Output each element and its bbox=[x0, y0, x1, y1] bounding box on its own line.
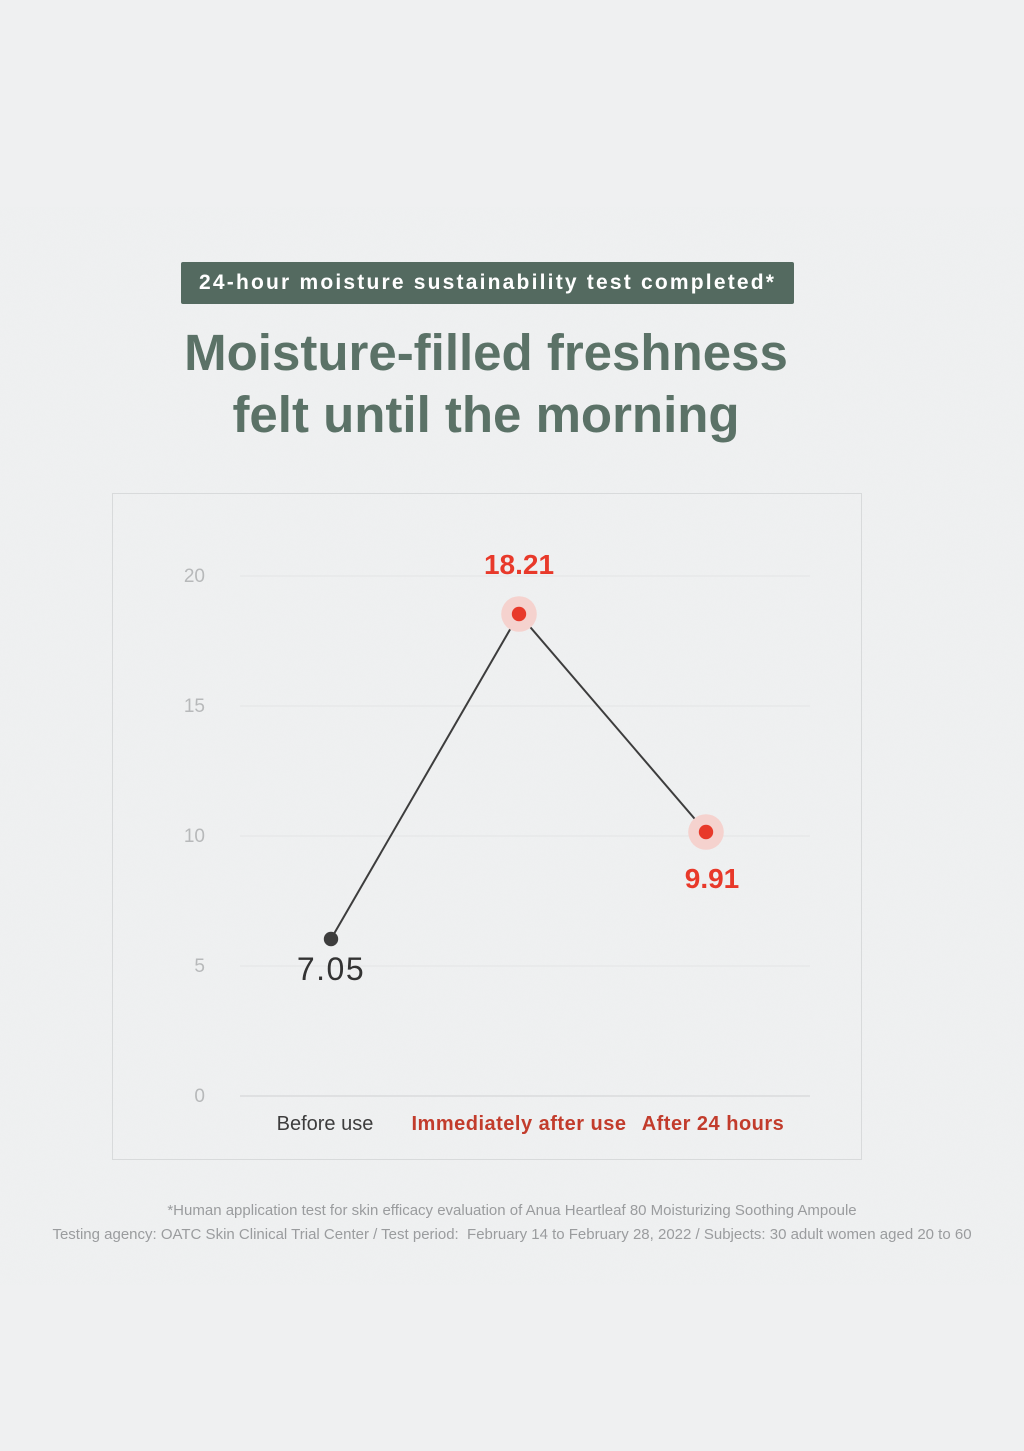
svg-text:After 24 hours: After 24 hours bbox=[642, 1113, 785, 1135]
svg-text:15: 15 bbox=[184, 696, 205, 717]
svg-text:9.91: 9.91 bbox=[685, 863, 740, 894]
svg-text:20: 20 bbox=[184, 566, 205, 587]
svg-text:Immediately after use: Immediately after use bbox=[411, 1113, 626, 1135]
svg-text:18.21: 18.21 bbox=[484, 549, 554, 580]
svg-text:5: 5 bbox=[194, 956, 205, 977]
svg-text:Before use: Before use bbox=[277, 1113, 374, 1135]
svg-text:10: 10 bbox=[184, 826, 205, 847]
svg-text:0: 0 bbox=[194, 1086, 205, 1107]
svg-text:7.05: 7.05 bbox=[297, 951, 365, 987]
